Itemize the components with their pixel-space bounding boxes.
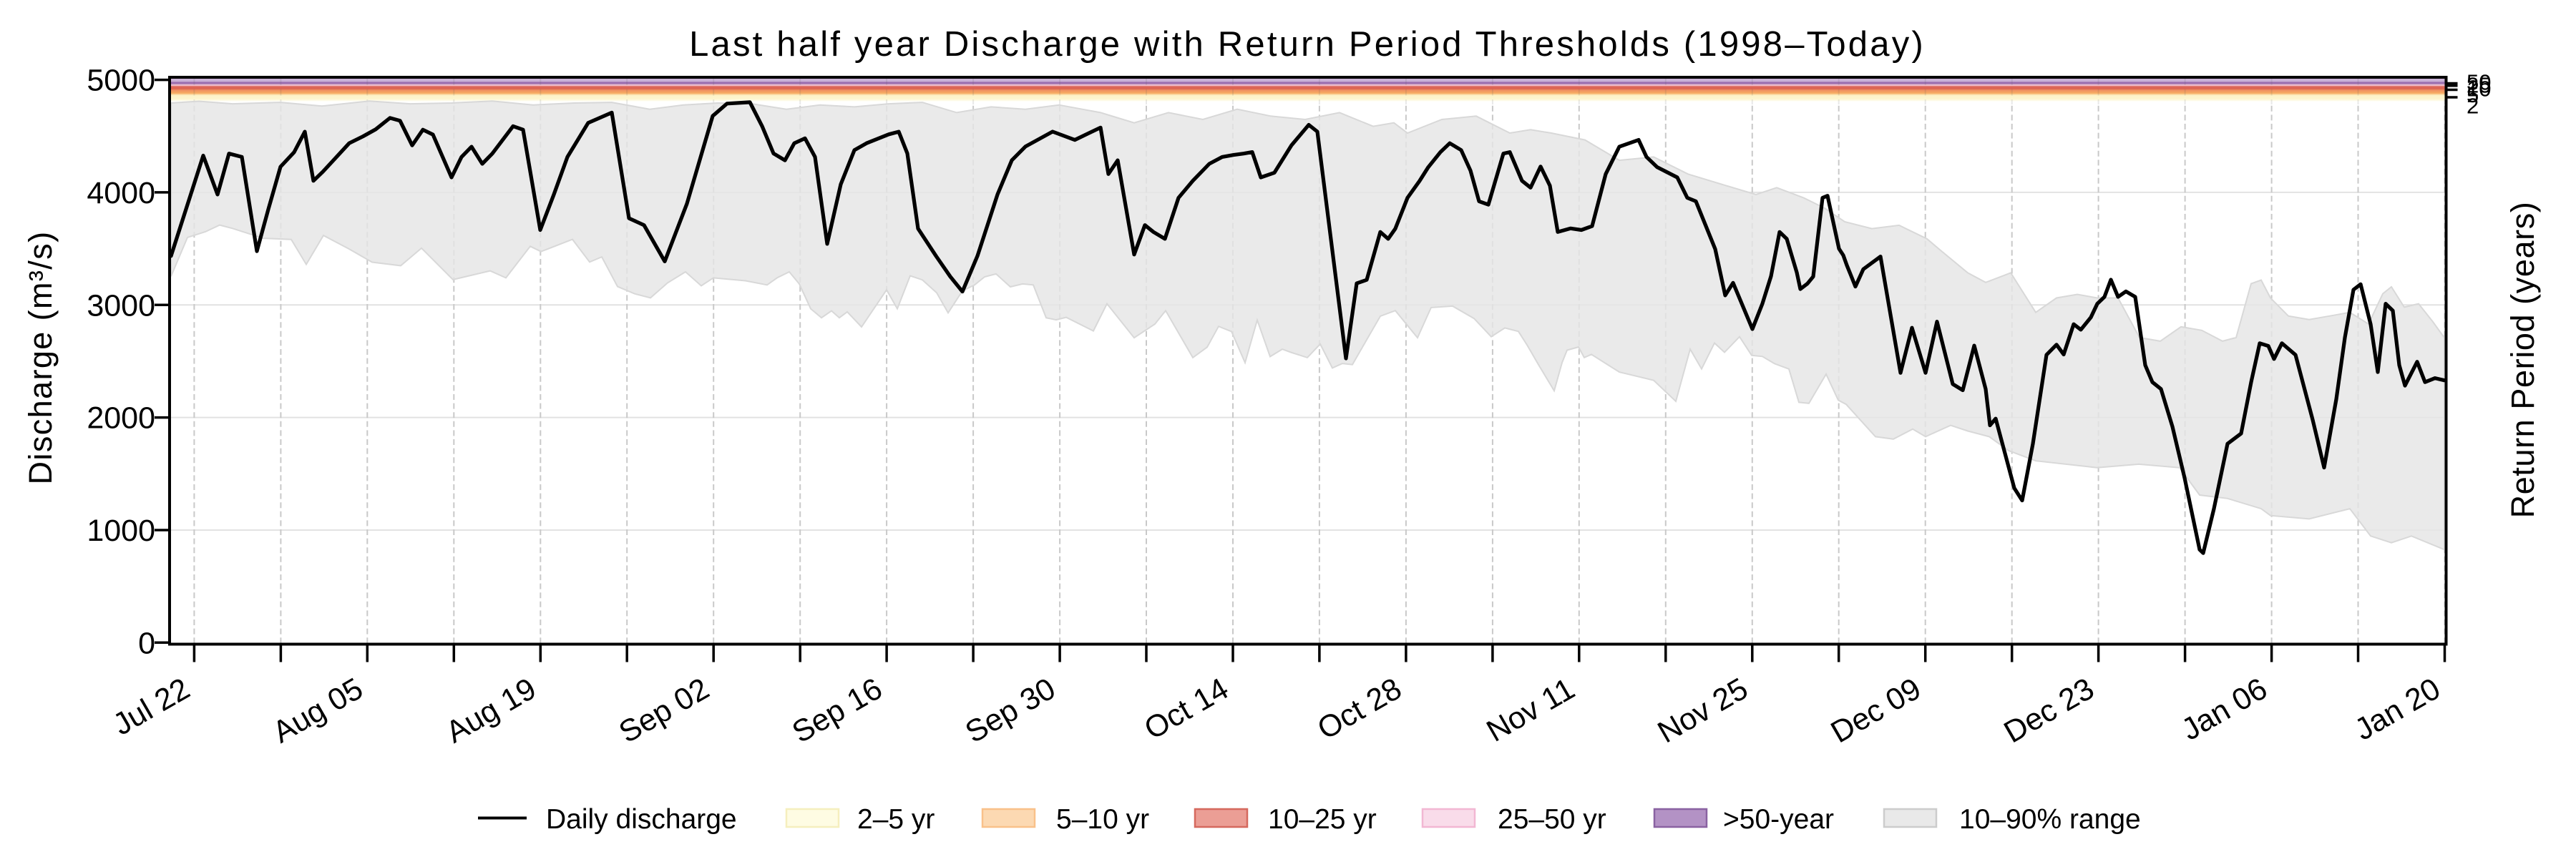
svg-text:3000: 3000 <box>87 288 155 323</box>
svg-text:Daily discharge: Daily discharge <box>546 804 737 835</box>
svg-text:>50-year: >50-year <box>1723 804 1834 835</box>
svg-text:1000: 1000 <box>87 514 155 548</box>
svg-text:0: 0 <box>138 626 155 660</box>
svg-text:5: 5 <box>2467 82 2479 107</box>
svg-text:4000: 4000 <box>87 176 155 210</box>
svg-text:10–25 yr: 10–25 yr <box>1268 804 1377 835</box>
svg-text:2: 2 <box>2467 94 2479 119</box>
svg-text:5000: 5000 <box>87 64 155 98</box>
svg-text:2000: 2000 <box>87 401 155 436</box>
svg-text:Discharge (m³/s): Discharge (m³/s) <box>22 231 59 485</box>
svg-text:10: 10 <box>2467 77 2491 102</box>
svg-text:25–50 yr: 25–50 yr <box>1498 804 1606 835</box>
svg-text:Return Period (years): Return Period (years) <box>2504 202 2541 519</box>
svg-text:Last half year Discharge with: Last half year Discharge with Return Per… <box>689 25 1926 64</box>
svg-text:50: 50 <box>2467 70 2491 95</box>
svg-text:5–10 yr: 5–10 yr <box>1056 804 1149 835</box>
svg-text:10–90% range: 10–90% range <box>1959 804 2141 835</box>
svg-text:25: 25 <box>2467 73 2491 98</box>
svg-text:2–5 yr: 2–5 yr <box>857 804 935 835</box>
